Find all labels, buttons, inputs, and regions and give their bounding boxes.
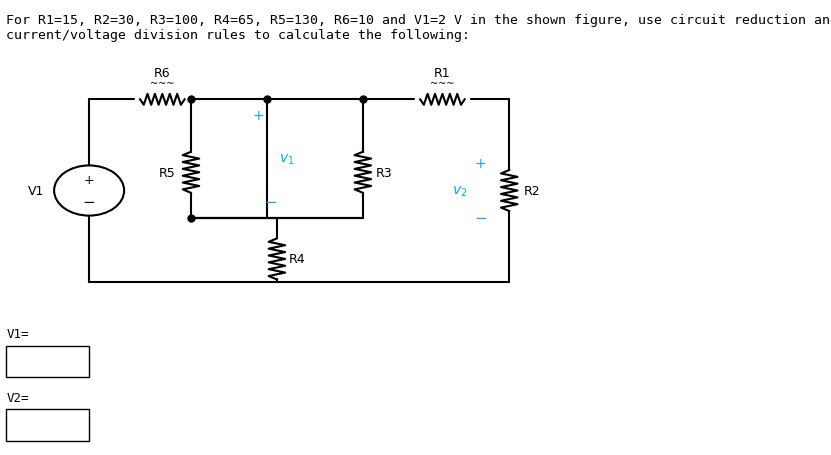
Text: $v_2$: $v_2$ (452, 184, 468, 198)
Text: +: + (84, 173, 95, 187)
FancyBboxPatch shape (7, 410, 89, 441)
Text: V2=: V2= (7, 391, 29, 404)
Text: V1: V1 (28, 185, 45, 197)
Text: R5: R5 (159, 167, 175, 179)
Text: R6: R6 (154, 66, 170, 80)
Text: V1=: V1= (7, 328, 29, 341)
Text: R1: R1 (434, 66, 450, 80)
Text: R2: R2 (524, 185, 540, 197)
Text: −: − (83, 195, 96, 210)
Text: +: + (252, 109, 263, 123)
Text: ~~~: ~~~ (430, 79, 455, 89)
Text: ~~~: ~~~ (150, 79, 175, 89)
Text: −: − (264, 194, 277, 209)
Text: R4: R4 (288, 253, 305, 266)
Text: +: + (475, 157, 486, 171)
Text: −: − (475, 211, 487, 226)
Text: $v_1$: $v_1$ (279, 152, 294, 167)
Text: For R1=15, R2=30, R3=100, R4=65, R5=130, R6=10 and V1=2 V in the shown figure, u: For R1=15, R2=30, R3=100, R4=65, R5=130,… (7, 14, 831, 41)
Text: R3: R3 (376, 167, 392, 179)
FancyBboxPatch shape (7, 346, 89, 378)
